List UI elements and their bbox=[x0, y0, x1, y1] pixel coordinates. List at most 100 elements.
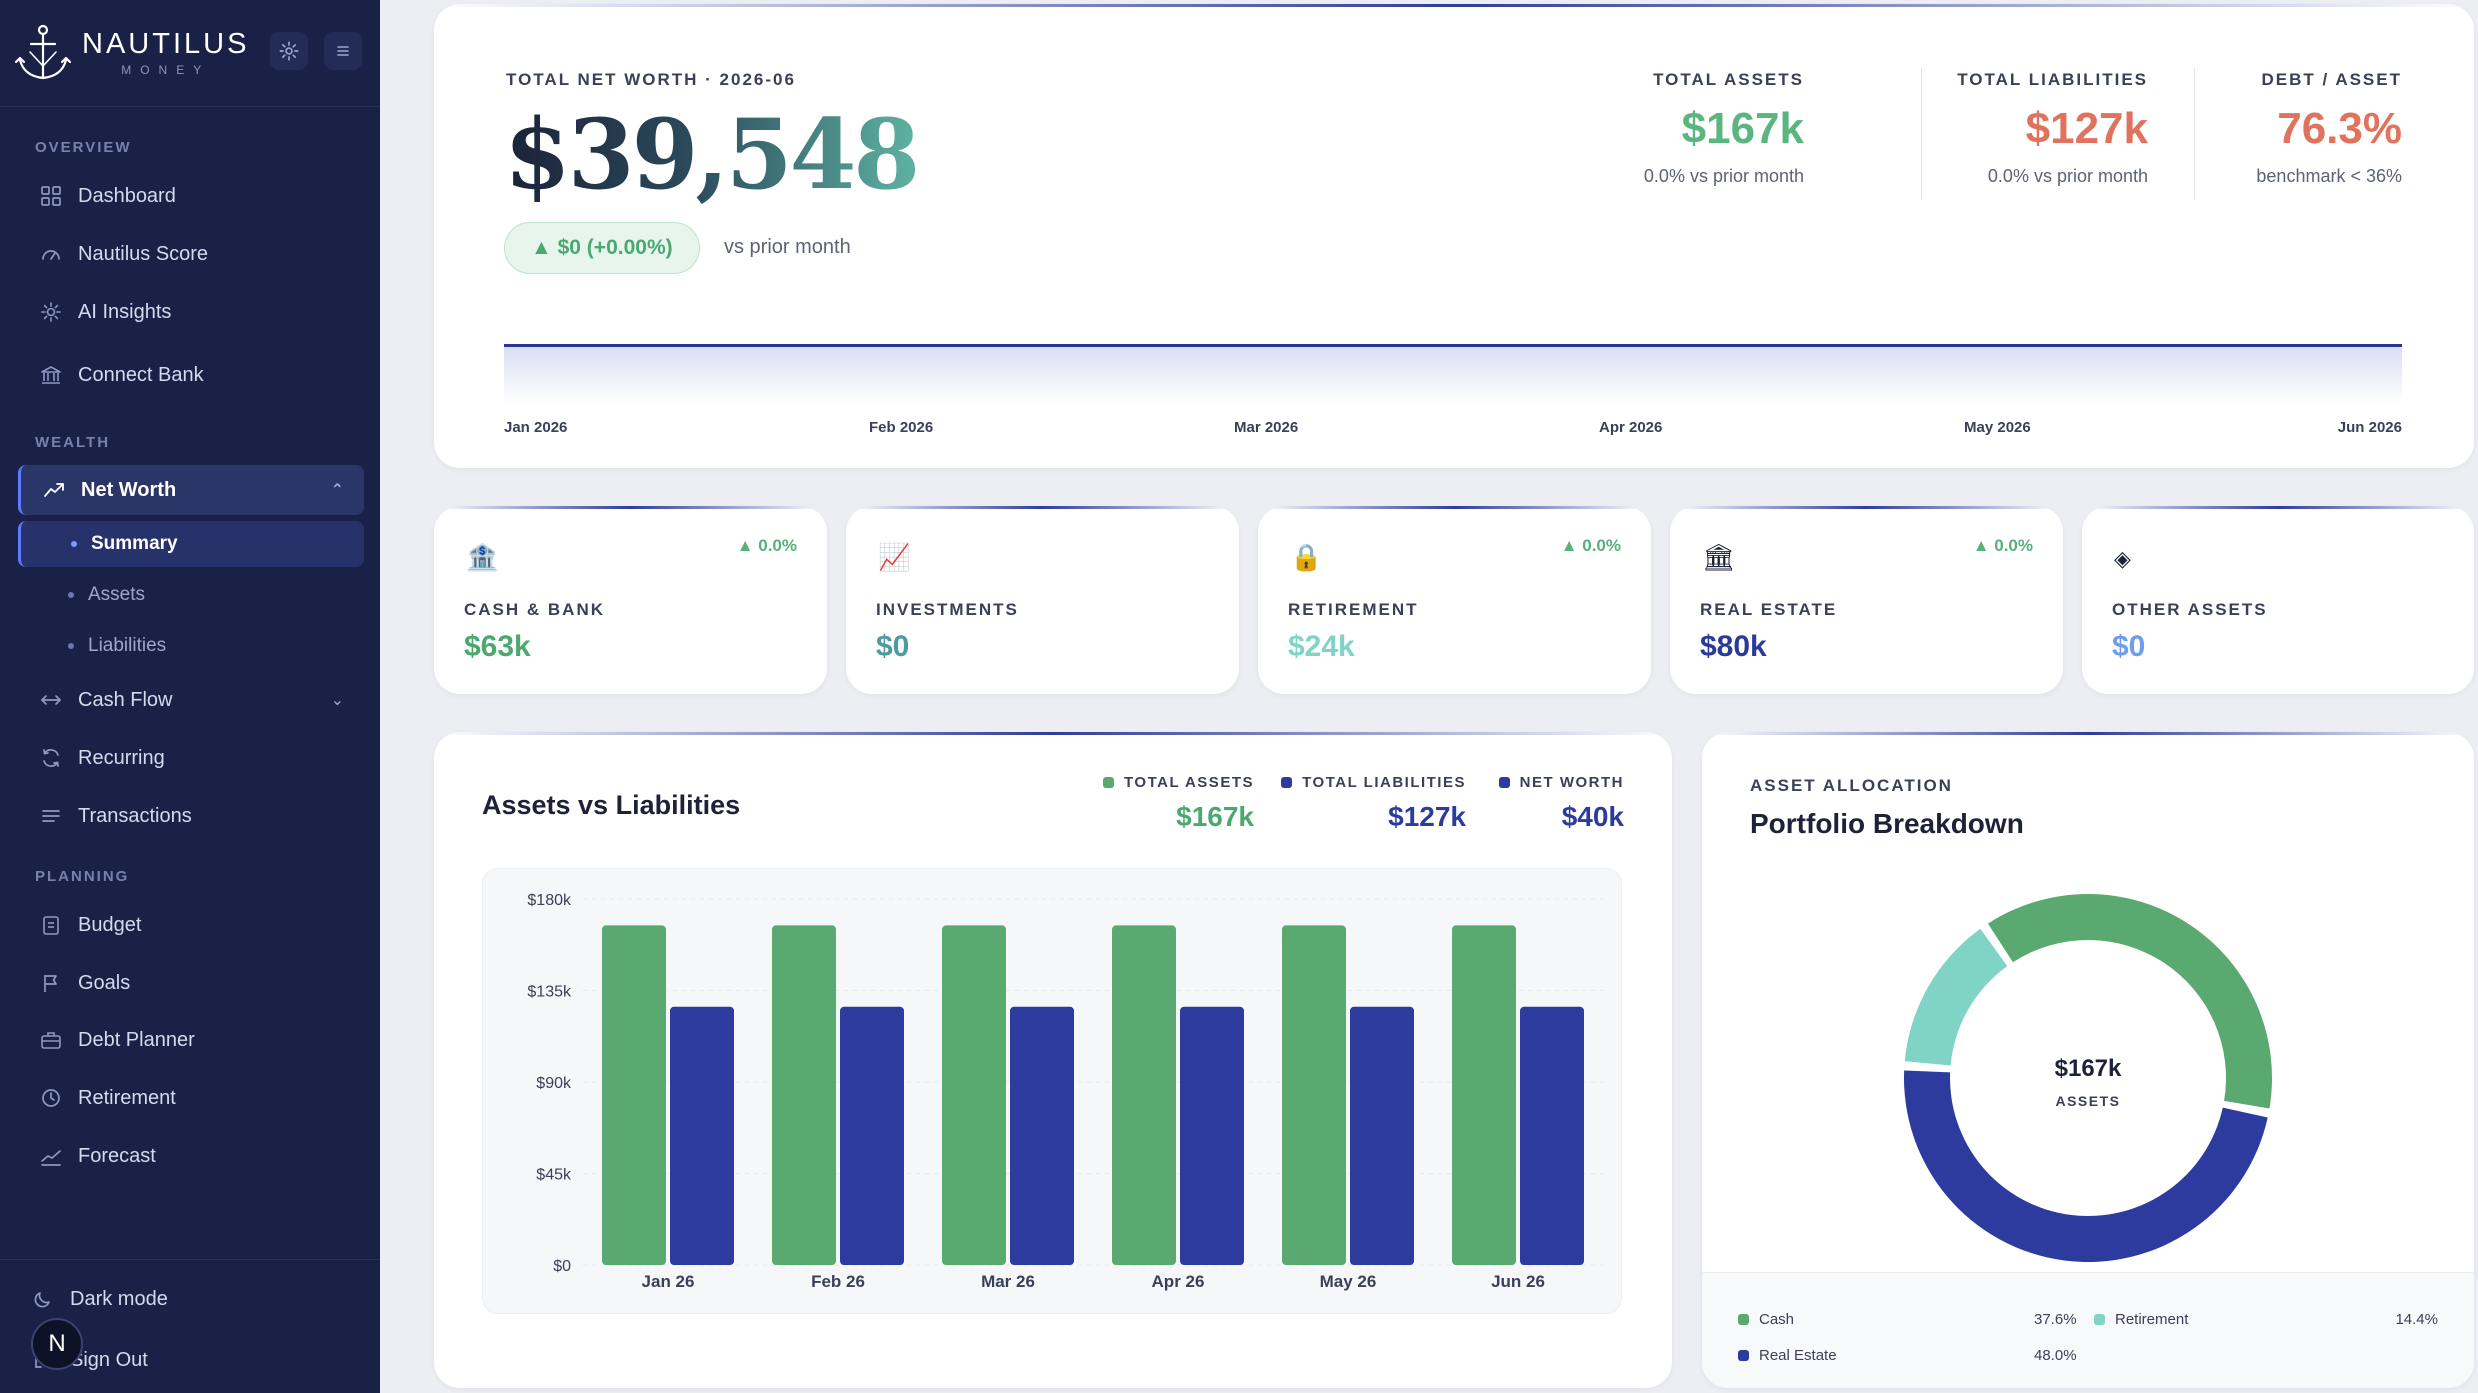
donut-center-value: $167k bbox=[2055, 1055, 2122, 1082]
y-tick-label: $90k bbox=[536, 1075, 572, 1092]
x-tick-label: Apr 26 bbox=[1152, 1272, 1205, 1291]
bar-total-assets bbox=[772, 925, 836, 1265]
card-accent-line bbox=[1670, 506, 2063, 509]
legend-label: Retirement bbox=[2115, 1311, 2189, 1328]
avatar[interactable]: N bbox=[31, 1318, 83, 1370]
legend-retirement: Retirement bbox=[2094, 1311, 2188, 1328]
legend-value: $40k bbox=[1561, 801, 1624, 832]
bullet-icon bbox=[68, 592, 74, 598]
bank-icon: 🏦 bbox=[466, 542, 499, 572]
subnav-summary-label: Summary bbox=[91, 533, 178, 554]
nav-nautilus-score[interactable]: Nautilus Score bbox=[18, 229, 364, 279]
legend-swatch bbox=[1738, 1314, 1749, 1325]
legend-real-estate: Real Estate bbox=[1738, 1347, 1837, 1364]
card-accent-line bbox=[434, 506, 827, 509]
nav-ai-insights[interactable]: AI Insights bbox=[18, 287, 364, 337]
nav-recurring[interactable]: Recurring bbox=[18, 733, 364, 783]
nav-connect-bank[interactable]: Connect Bank bbox=[18, 350, 364, 400]
net-worth-hero-card: TOTAL NET WORTH · 2026-06 $39,548 ▲ $0 (… bbox=[434, 4, 2474, 468]
portfolio-breakdown-card: ASSET ALLOCATION Portfolio Breakdown $16… bbox=[1702, 732, 2474, 1388]
sidebar-divider bbox=[0, 1259, 380, 1260]
diamond-icon: ◈ bbox=[2114, 546, 2131, 571]
category-card-cash[interactable]: 🏦 ▲ 0.0% CASH & BANK $63k bbox=[434, 506, 827, 694]
y-tick-label: $0 bbox=[553, 1258, 571, 1275]
nav-net-worth[interactable]: Net Worth ⌃ bbox=[18, 465, 364, 515]
briefcase-icon bbox=[38, 1027, 64, 1053]
sidebar: NAUTILUS MONEY OVERVIEW Dashboard Nautil… bbox=[0, 0, 380, 1393]
gear-icon bbox=[279, 41, 299, 61]
nav-budget[interactable]: Budget bbox=[18, 900, 364, 950]
nav-goals[interactable]: Goals bbox=[18, 958, 364, 1008]
category-label: CASH & BANK bbox=[464, 600, 605, 619]
sparkline-month-label: Mar 2026 bbox=[1234, 419, 1299, 436]
nav-forecast-label: Forecast bbox=[78, 1144, 156, 1167]
sparkline-line bbox=[504, 344, 2402, 347]
dark-mode-label: Dark mode bbox=[70, 1287, 168, 1310]
clock-icon bbox=[38, 1085, 64, 1111]
legend-label: TOTAL ASSETS bbox=[1124, 774, 1254, 791]
moon-icon bbox=[30, 1286, 56, 1312]
lock-icon: 🔒 bbox=[1290, 542, 1323, 572]
nav-insights-label: AI Insights bbox=[78, 300, 172, 323]
nav-transactions[interactable]: Transactions bbox=[18, 791, 364, 841]
nav-debt-planner[interactable]: Debt Planner bbox=[18, 1015, 364, 1065]
bar-total-assets bbox=[942, 925, 1006, 1265]
category-card-real-estate[interactable]: 🏛 ▲ 0.0% REAL ESTATE $80k bbox=[1670, 506, 2063, 694]
bar-total-liabilities bbox=[1010, 1006, 1074, 1265]
category-value: $63k bbox=[464, 630, 531, 663]
nav-retirement[interactable]: Retirement bbox=[18, 1073, 364, 1123]
allocation-title: Portfolio Breakdown bbox=[1750, 808, 2024, 839]
category-card-investments[interactable]: 📈 INVESTMENTS $0 bbox=[846, 506, 1239, 694]
legend-value: $167k bbox=[1176, 801, 1254, 832]
settings-button[interactable] bbox=[270, 32, 308, 70]
menu-icon bbox=[337, 46, 349, 56]
brand-name: NAUTILUS bbox=[82, 27, 250, 60]
section-wealth: WEALTH bbox=[35, 434, 111, 451]
kpi-divider bbox=[1921, 68, 1922, 200]
card-accent-line bbox=[2082, 506, 2474, 509]
sparkline-month-label: Jan 2026 bbox=[504, 419, 568, 436]
legend-cash: Cash bbox=[1738, 1311, 1794, 1328]
kpi-label: DEBT / ASSET bbox=[2261, 70, 2402, 89]
bullet-icon bbox=[71, 541, 77, 547]
category-card-other-assets[interactable]: ◈ OTHER ASSETS $0 bbox=[2082, 506, 2474, 694]
sparkline-axis: Jan 2026 Feb 2026 Mar 2026 Apr 2026 May … bbox=[504, 419, 2402, 439]
bar-total-liabilities bbox=[1520, 1006, 1584, 1265]
category-value: $0 bbox=[876, 630, 910, 663]
bullet-icon bbox=[68, 643, 74, 649]
kpi-value: 76.3% bbox=[2277, 104, 2402, 153]
section-planning: PLANNING bbox=[35, 868, 130, 885]
category-change: ▲ 0.0% bbox=[1972, 536, 2033, 555]
nav-debt-label: Debt Planner bbox=[78, 1028, 195, 1051]
bar-total-assets bbox=[1112, 925, 1176, 1265]
legend-swatch bbox=[1281, 777, 1293, 788]
legend-percent: 37.6% bbox=[2034, 1311, 2077, 1328]
nav-forecast[interactable]: Forecast bbox=[18, 1131, 364, 1181]
collapse-sidebar-button[interactable] bbox=[324, 32, 362, 70]
category-value: $0 bbox=[2112, 630, 2146, 663]
donut-slice-real-estate bbox=[1904, 1070, 2268, 1262]
brand-subtitle: MONEY bbox=[121, 62, 211, 77]
brand[interactable]: NAUTILUS MONEY bbox=[14, 18, 249, 88]
nav-transactions-label: Transactions bbox=[78, 804, 192, 827]
subnav-assets[interactable]: Assets bbox=[18, 572, 364, 618]
assets-vs-liabilities-card: Assets vs Liabilities TOTAL ASSETS $167k… bbox=[434, 732, 1672, 1388]
nav-cash-flow[interactable]: Cash Flow ⌄ bbox=[18, 675, 364, 725]
nav-dashboard[interactable]: Dashboard bbox=[18, 171, 364, 221]
subnav-liabilities[interactable]: Liabilities bbox=[18, 623, 364, 669]
chart-title: Assets vs Liabilities bbox=[482, 790, 741, 820]
category-card-retirement[interactable]: 🔒 ▲ 0.0% RETIREMENT $24k bbox=[1258, 506, 1651, 694]
dark-mode-toggle[interactable]: Dark mode bbox=[30, 1286, 168, 1312]
legend-label: Real Estate bbox=[1759, 1347, 1837, 1364]
bar-total-assets bbox=[1282, 925, 1346, 1265]
legend-label: TOTAL LIABILITIES bbox=[1302, 774, 1466, 791]
category-label: RETIREMENT bbox=[1288, 600, 1419, 619]
legend-percent: 48.0% bbox=[2034, 1347, 2077, 1364]
category-value: $80k bbox=[1700, 630, 1767, 663]
legend-swatch bbox=[1738, 1350, 1749, 1361]
legend-swatch bbox=[2094, 1314, 2105, 1325]
subnav-summary[interactable]: Summary bbox=[18, 521, 364, 567]
x-tick-label: Feb 26 bbox=[811, 1272, 865, 1291]
kpi-divider bbox=[2194, 68, 2195, 200]
bar-total-liabilities bbox=[840, 1006, 904, 1265]
